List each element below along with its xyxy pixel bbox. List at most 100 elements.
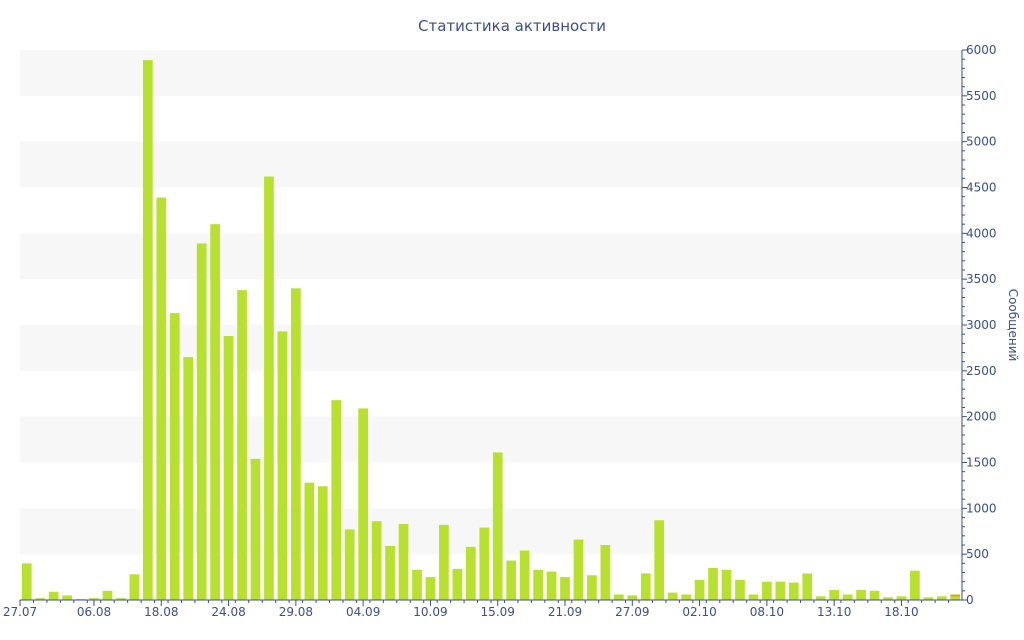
y-tick-label: 3000 — [966, 318, 997, 332]
bar — [950, 594, 961, 600]
bar — [196, 243, 207, 600]
bar — [317, 486, 328, 600]
bar — [291, 288, 301, 600]
bar — [600, 545, 611, 600]
bar — [210, 224, 220, 600]
bar — [35, 598, 46, 600]
grid-band — [20, 141, 962, 188]
bar — [331, 400, 342, 600]
bar — [775, 581, 786, 600]
bar — [250, 458, 261, 600]
x-tick-label: 24.08 — [211, 605, 245, 619]
bar — [869, 590, 880, 600]
y-tick-label: 3500 — [966, 272, 997, 286]
x-tick-label: 10.09 — [413, 605, 447, 619]
bar — [640, 573, 651, 600]
bar — [842, 594, 853, 600]
bar — [183, 357, 194, 600]
bar — [506, 560, 517, 600]
x-tick-label: 27.09 — [615, 605, 649, 619]
bar — [829, 589, 840, 600]
bar — [371, 521, 382, 600]
bar — [936, 596, 947, 600]
bar — [62, 595, 72, 600]
bar — [667, 592, 678, 600]
bar — [748, 594, 759, 600]
bar — [344, 529, 355, 600]
bar — [21, 563, 32, 600]
bar — [479, 527, 490, 600]
y-tick-label: 6000 — [966, 43, 997, 57]
x-tick-label: 02.10 — [682, 605, 716, 619]
y-tick-label: 4500 — [966, 181, 997, 195]
x-tick-label: 27.07 — [3, 605, 37, 619]
x-tick-label: 21.09 — [548, 605, 582, 619]
bars-group — [21, 60, 961, 601]
bar — [412, 569, 422, 600]
bar — [788, 582, 799, 600]
x-tick-label: 06.08 — [77, 605, 111, 619]
y-tick-label: 4000 — [966, 226, 997, 240]
bar — [398, 523, 409, 600]
x-tick-label: 29.08 — [279, 605, 313, 619]
bar — [223, 336, 234, 600]
grid-band — [20, 233, 962, 280]
bar — [492, 452, 503, 600]
bar — [910, 570, 920, 600]
grid-bands — [20, 50, 962, 555]
bar — [923, 597, 934, 600]
bar — [721, 569, 732, 600]
y-tick-label: 2500 — [966, 364, 997, 378]
bar — [533, 569, 543, 600]
y-tick-label: 5500 — [966, 89, 997, 103]
y-tick-label: 2000 — [966, 410, 997, 424]
bar — [169, 313, 180, 600]
bar — [142, 60, 153, 601]
bar — [708, 567, 718, 600]
bar — [48, 591, 59, 600]
bar — [694, 579, 705, 600]
y-tick-label: 500 — [966, 547, 989, 561]
bar-highlight — [950, 594, 961, 597]
y-tick-label: 1500 — [966, 456, 997, 470]
bar — [654, 520, 665, 600]
x-tick-label: 18.10 — [884, 605, 918, 619]
bar — [156, 197, 167, 601]
bar — [587, 575, 597, 600]
bar — [116, 598, 126, 600]
bar — [627, 595, 638, 600]
bar — [439, 524, 449, 600]
x-tick-label: 13.10 — [817, 605, 851, 619]
y-axis: 0 500 1000 1500 2000 2500 3000 3500 4000 4500 5000… — [961, 43, 997, 607]
x-tick-label: 18.08 — [144, 605, 178, 619]
bar — [385, 545, 395, 600]
bar — [546, 571, 557, 600]
bar — [102, 590, 113, 600]
y-tick-label: 0 — [966, 593, 974, 607]
y-tick-label: 1000 — [966, 501, 997, 515]
bar — [802, 573, 813, 600]
x-tick-label: 08.10 — [750, 605, 784, 619]
bar — [465, 546, 476, 600]
bar — [896, 596, 907, 600]
bar — [573, 539, 584, 600]
bar — [304, 482, 315, 600]
grid-band — [20, 50, 962, 96]
chart-title: Статистика активности — [418, 17, 606, 35]
bar — [735, 579, 745, 600]
bar — [264, 176, 274, 600]
bar — [613, 594, 624, 600]
y-tick-label: 5000 — [966, 135, 997, 149]
x-tick-label: 04.09 — [346, 605, 380, 619]
bar — [815, 596, 826, 600]
bar — [762, 581, 772, 600]
bar — [560, 577, 570, 600]
bar — [681, 594, 691, 600]
bar — [856, 589, 866, 600]
bar — [883, 597, 893, 600]
bar — [358, 408, 369, 600]
bar — [237, 290, 247, 600]
bar — [425, 577, 436, 600]
